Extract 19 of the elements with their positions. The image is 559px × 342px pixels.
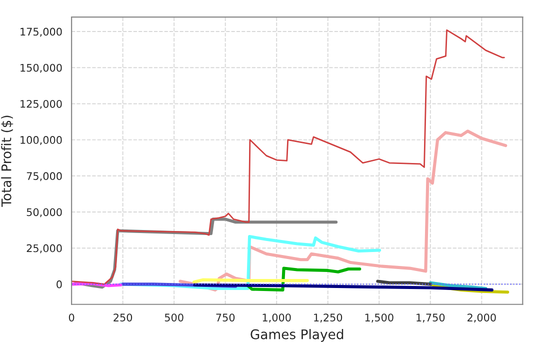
y-tick-label: 50,000 [26,208,62,218]
x-tick-label: 250 [114,314,132,322]
x-tick-label: 1,500 [365,314,394,323]
x-tick-label: 2,000 [468,314,496,323]
x-tick-label: 0 [68,314,74,322]
y-tick-label: 75,000 [26,172,62,182]
x-tick-label: 1,000 [262,314,291,323]
x-tick-label: 1,750 [416,314,445,323]
y-tick-label: 25,000 [26,244,62,254]
y-tick-label: 150,000 [20,64,62,73]
y-tick-label: 100,000 [20,136,62,145]
x-axis-title: Games Played [250,329,344,342]
y-tick-label: 0 [56,280,62,288]
y-axis-title: Total Profit ($) [1,116,14,207]
x-tick-label: 1,250 [314,314,342,323]
x-tick-label: 750 [216,314,235,322]
x-tick-label: 500 [164,314,184,322]
y-tick-label: 175,000 [20,28,62,37]
y-tick-label: 125,000 [20,100,62,109]
